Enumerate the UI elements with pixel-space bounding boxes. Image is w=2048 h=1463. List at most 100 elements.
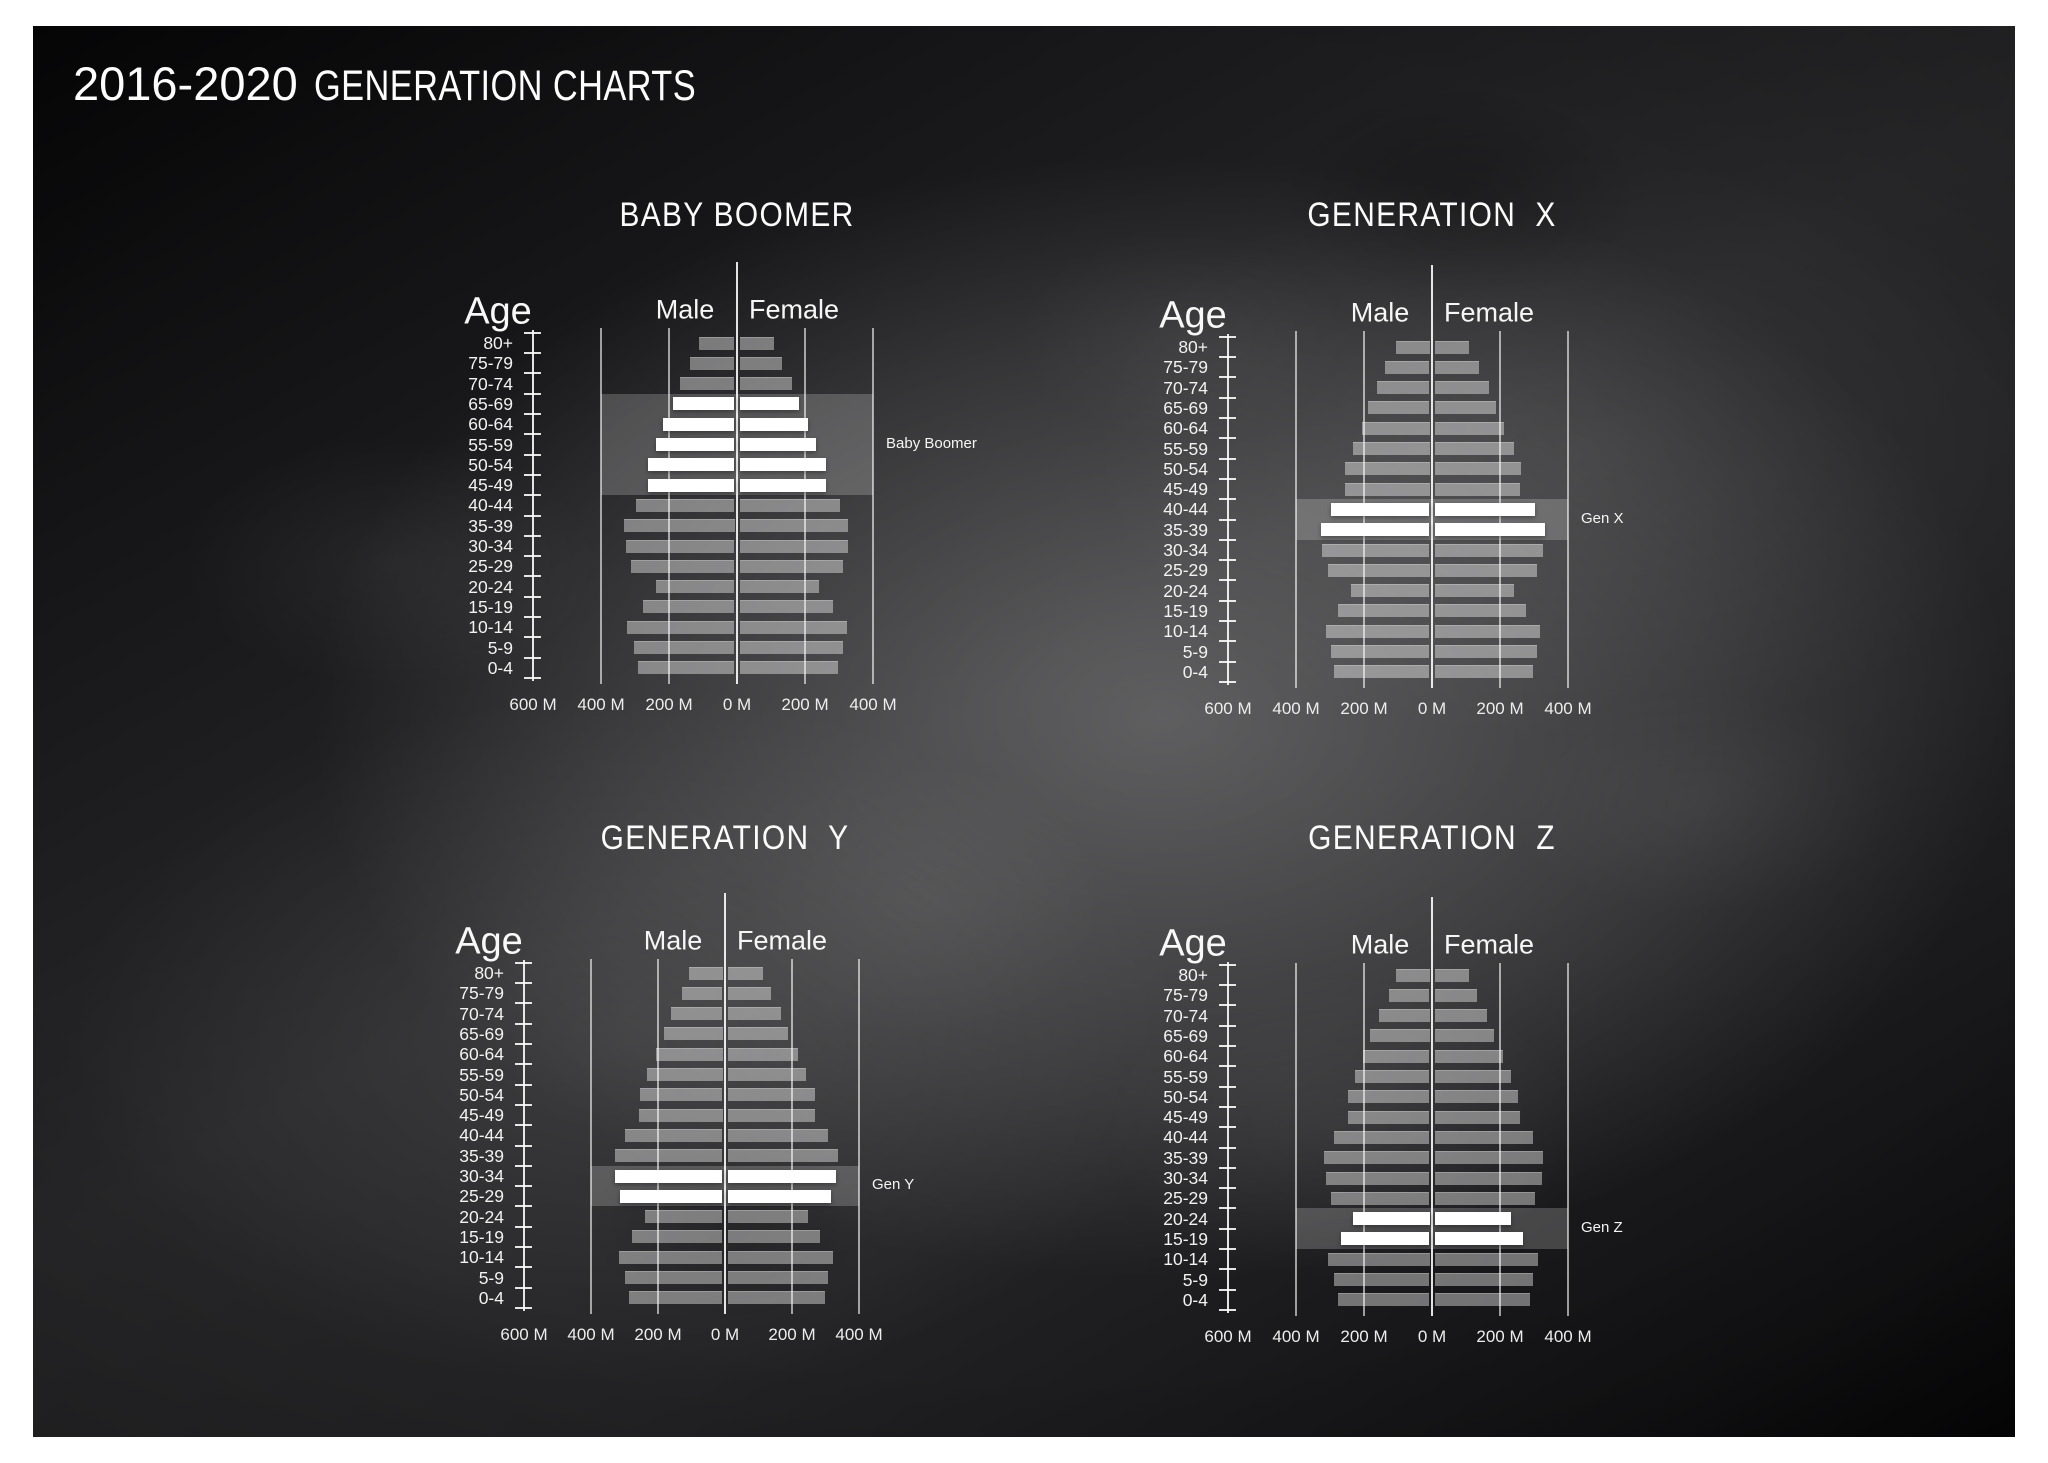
x-axis-tick-label: 200 M [781,694,829,714]
bar-male-40-44 [625,1128,723,1142]
bar-male-70-74 [1376,381,1430,395]
age-group-label: 20-24 [1163,580,1208,601]
age-group-label: 65-69 [1163,1025,1208,1046]
bar-male-5-9 [625,1271,723,1284]
age-ruler-tick [1219,640,1236,643]
generation-annotation-label: Gen Y [872,1176,915,1194]
bar-male-70-74 [680,377,735,391]
age-group-label: 75-79 [1163,357,1208,378]
bar-female-55-59 [739,438,816,451]
bar-male-15-19 [1341,1232,1430,1246]
age-group-label: 5-9 [1182,1269,1208,1290]
bar-male-80+ [1395,968,1430,982]
bar-male-30-34 [1322,543,1430,557]
bar-female-50-54 [739,458,827,472]
age-ruler-tick [1219,963,1236,966]
age-ruler-tick [1219,680,1236,683]
bar-male-5-9 [634,641,735,654]
age-ruler-tick [1219,477,1236,480]
x-axis-tick-label: 400 M [567,1324,615,1344]
age-group-label: 65-69 [468,393,513,414]
bar-male-60-64 [663,417,735,431]
bar-female-5-9 [1434,645,1537,658]
x-axis-tick-label: 200 M [1476,1326,1524,1346]
age-ruler-tick [1219,599,1236,602]
gridline-400m-left [600,328,602,684]
age-ruler-tick [524,453,541,456]
bar-male-10-14 [618,1250,723,1264]
age-ruler-tick [524,433,541,436]
age-ruler-tick [524,616,541,619]
male-column-label: Male [1350,929,1410,960]
male-column-label: Male [1350,297,1410,328]
age-group-label: 35-39 [468,515,513,536]
age-group-label: 0-4 [478,1287,504,1308]
gridline-400m-right [1567,331,1569,688]
age-group-label: 80+ [474,963,504,983]
age-ruler-tick [1219,457,1236,460]
age-group-label: 30-34 [1163,1168,1208,1188]
age-ruler-tick [1219,1045,1236,1048]
bar-male-30-34 [1325,1171,1430,1185]
age-group-label: 20-24 [468,576,513,597]
bar-female-40-44 [727,1128,828,1142]
generation-annotation-label: Gen Z [1581,1218,1623,1236]
age-tick-ruler [523,960,525,1311]
bar-female-15-19 [1434,1232,1523,1246]
age-group-label: 35-39 [459,1145,504,1166]
bar-male-20-24 [656,580,735,594]
bar-female-25-29 [727,1189,832,1203]
age-group-label: 5-9 [478,1267,504,1288]
age-group-label: 40-44 [1163,1127,1208,1148]
bar-male-50-54 [640,1088,723,1102]
bar-female-20-24 [1434,1212,1511,1226]
age-group-label: 45-49 [459,1105,504,1126]
bar-female-0-4 [739,661,839,675]
bar-male-10-14 [1325,624,1430,638]
age-ruler-tick [515,1043,532,1046]
bar-female-30-34 [1434,1171,1542,1185]
bar-female-70-74 [739,377,793,391]
age-ruler-tick [524,656,541,659]
x-axis-tick-label: 400 M [849,694,897,714]
age-ruler-tick [524,534,541,537]
gridline-center [724,893,726,1314]
age-group-label: 0-4 [1182,1289,1208,1310]
bar-female-45-49 [739,478,827,492]
age-group-label: 45-49 [1163,479,1208,500]
x-axis-tick-label: 200 M [768,1324,816,1344]
bar-male-5-9 [1330,645,1430,658]
age-group-label: 80+ [1178,965,1208,985]
bar-female-80+ [1434,968,1469,982]
bar-male-25-29 [1327,563,1430,577]
age-group-label: 35-39 [1163,1147,1208,1168]
age-ruler-tick [524,494,541,497]
age-ruler-tick [1219,1024,1236,1027]
bar-female-35-39 [739,519,849,533]
chart-title: BABY BOOMER [619,196,855,234]
x-axis-tick-label: 600 M [1204,698,1252,718]
bar-female-75-79 [739,356,782,370]
age-ruler-tick [1219,559,1236,562]
generation-annotation-label: Baby Boomer [886,434,977,452]
age-ruler-tick [524,575,541,578]
bar-male-50-54 [1347,1090,1430,1104]
bar-female-25-29 [1434,1191,1535,1205]
bar-male-50-54 [647,458,735,472]
x-axis-tick-label: 400 M [1272,1326,1320,1346]
x-axis-tick-label: 0 M [722,694,752,714]
age-group-label: 45-49 [468,475,513,496]
age-ruler-tick [515,1002,532,1005]
age-group-label: 15-19 [459,1226,504,1247]
bar-female-75-79 [727,986,772,1000]
age-ruler-tick [1219,538,1236,541]
bar-male-20-24 [1351,584,1430,598]
gridline-400m-right [858,959,860,1314]
gridline-400m-right [872,328,874,684]
bar-female-65-69 [1434,401,1496,415]
gridline-200m-left [657,959,659,1314]
age-ruler-tick [524,352,541,355]
bar-female-75-79 [1434,988,1477,1002]
age-group-label: 70-74 [459,1003,504,1024]
